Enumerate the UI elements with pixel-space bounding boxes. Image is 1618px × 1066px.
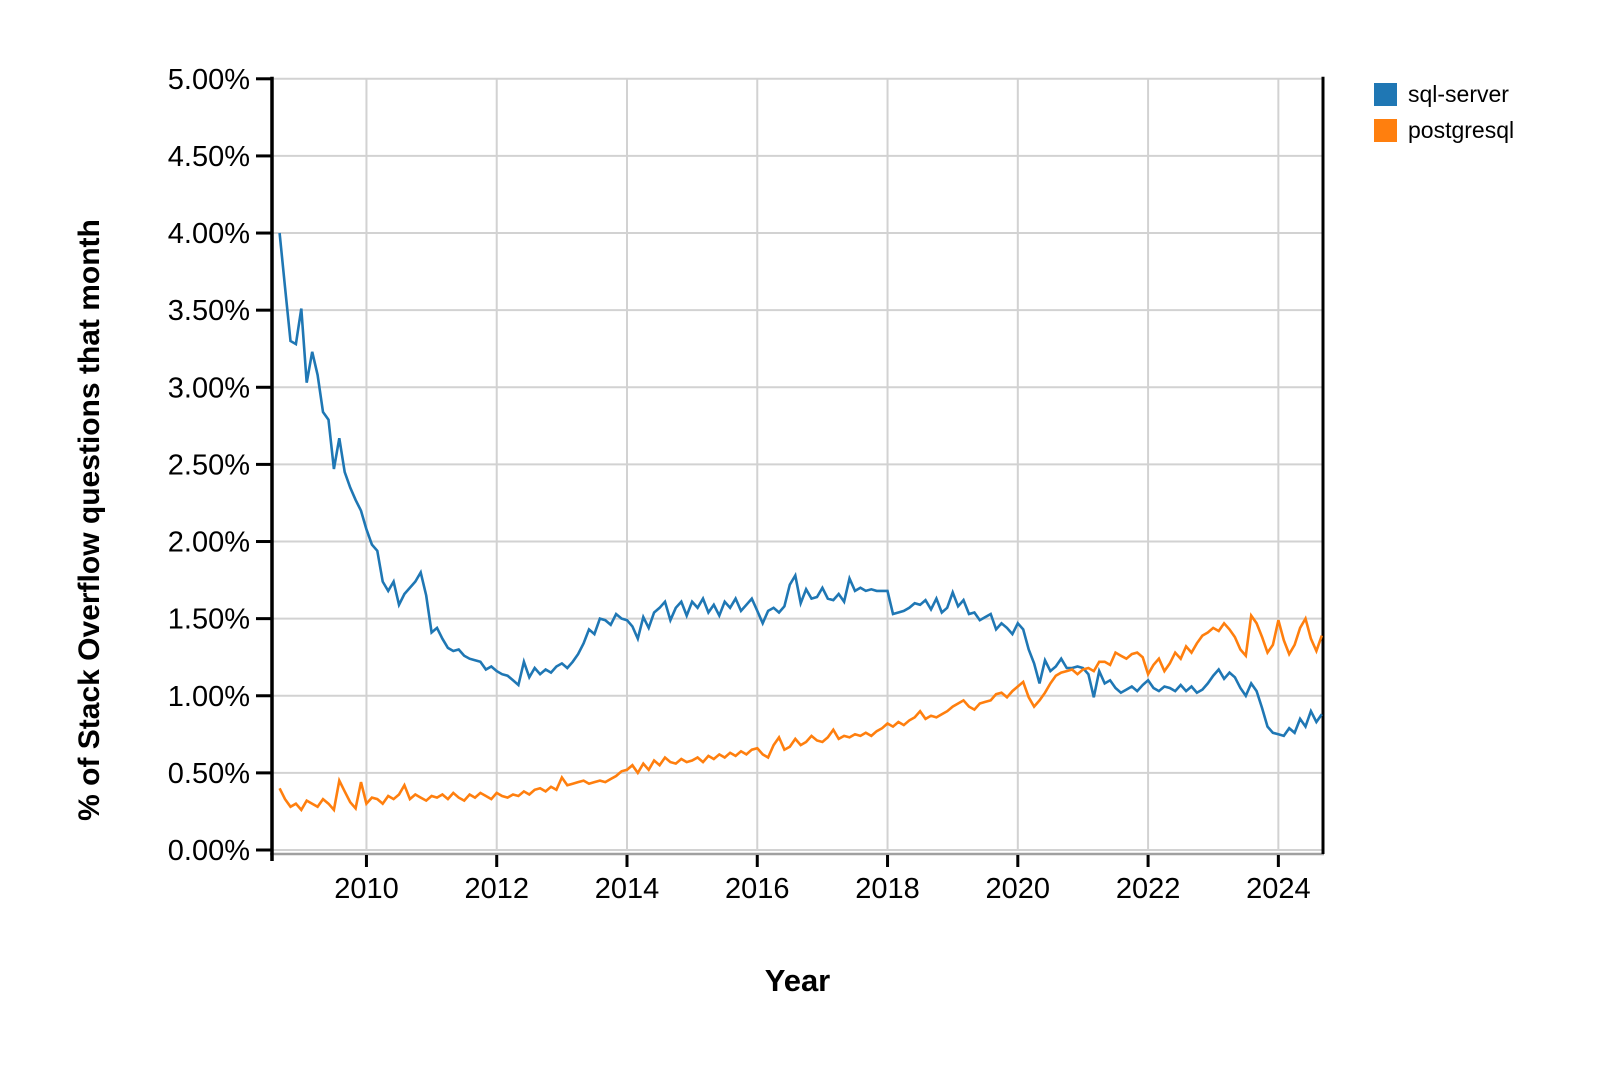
y-tick-label-2.50%: 2.50% [168, 449, 250, 481]
y-tick-label-1.50%: 1.50% [168, 604, 250, 636]
y-tick-label-3.00%: 3.00% [168, 372, 250, 404]
x-tick-label-2016: 2016 [725, 873, 790, 905]
x-tick-label-2012: 2012 [464, 873, 529, 905]
x-tick-label-2022: 2022 [1116, 873, 1181, 905]
x-tick-label-2014: 2014 [595, 873, 660, 905]
legend-label-postgresql: postgresql [1408, 117, 1515, 143]
series-line-postgresql [278, 612, 1324, 813]
legend-item-sql-server: sql-server [1374, 83, 1514, 106]
y-axis-title: % of Stack Overflow questions that month [73, 219, 106, 821]
y-tick-label-5.00%: 5.00% [168, 64, 250, 96]
x-tick-label-2010: 2010 [334, 873, 399, 905]
legend: sql-server postgresql [1374, 83, 1514, 142]
y-tick-label-2.00%: 2.00% [168, 527, 250, 559]
legend-swatch-postgresql-icon [1374, 119, 1397, 142]
x-tick-label-2020: 2020 [986, 873, 1051, 905]
y-tick-label-1.00%: 1.00% [168, 681, 250, 713]
y-tick-label-0.50%: 0.50% [168, 758, 250, 790]
series-line-sql-server [278, 232, 1323, 738]
y-tick-label-4.00%: 4.00% [168, 218, 250, 250]
x-tick-label-2024: 2024 [1246, 873, 1311, 905]
y-tick-label-3.50%: 3.50% [168, 295, 250, 327]
legend-label-sql-server: sql-server [1408, 81, 1509, 107]
x-axis-title: Year [764, 963, 831, 998]
x-tick-label-2018: 2018 [855, 873, 920, 905]
legend-item-postgresql: postgresql [1374, 119, 1514, 142]
legend-swatch-sql-server-icon [1374, 83, 1397, 106]
y-tick-label-4.50%: 4.50% [168, 141, 250, 173]
y-tick-label-0.00%: 0.00% [168, 835, 250, 867]
